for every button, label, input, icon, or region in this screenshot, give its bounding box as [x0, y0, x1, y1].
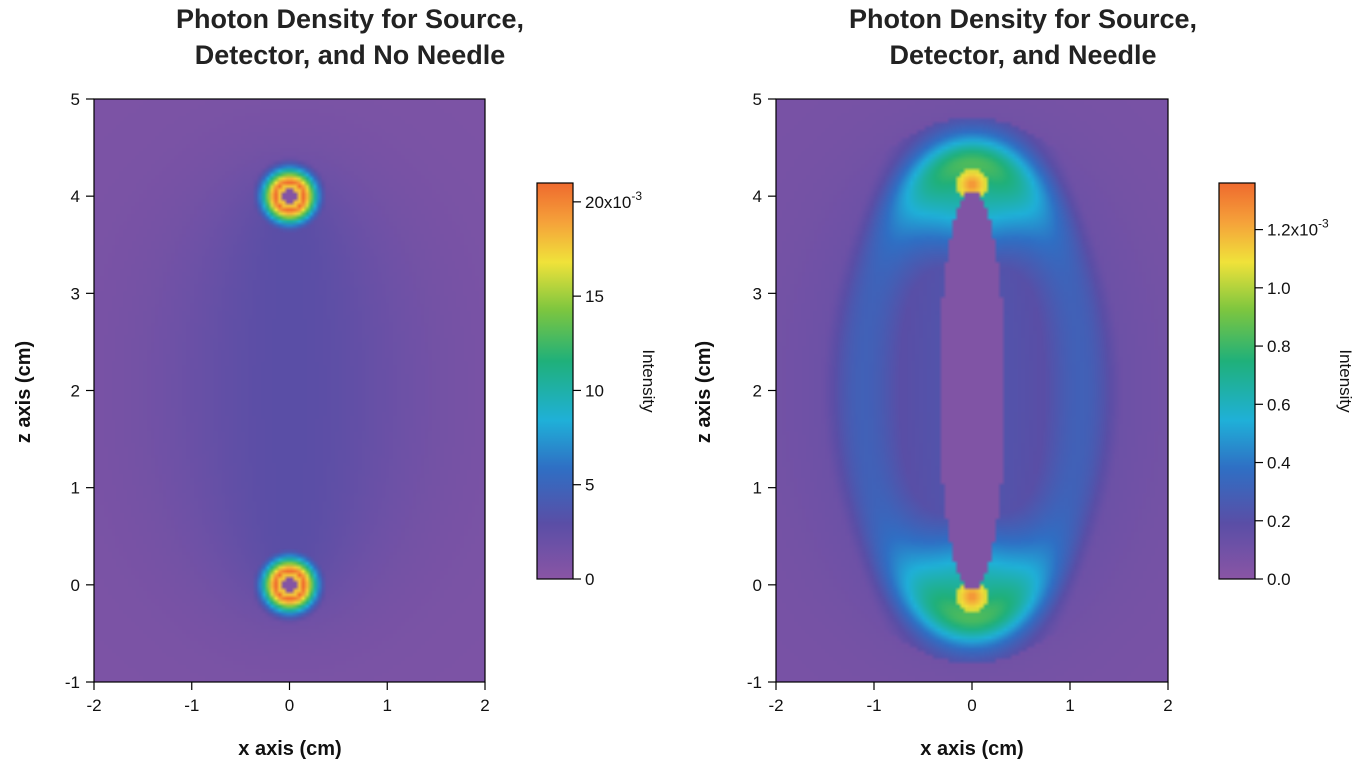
- colorbar-tick-label: 0.6: [1267, 395, 1291, 414]
- y-tick-label: 0: [71, 576, 80, 595]
- y-tick-label: 1: [753, 479, 762, 498]
- chart-title-line-1: Photon Density for Source,: [176, 4, 524, 34]
- chart-title-line-2: Detector, and No Needle: [195, 40, 506, 70]
- colorbar-label: Intensity: [1336, 349, 1355, 413]
- chart-panel-needle: Photon Density for Source, Detector, and…: [693, 4, 1355, 760]
- x-tick-label: 1: [383, 696, 392, 715]
- colorbar: 0.0 0.2 0.4 0.6 0.8 1.0 1.2x10-3: [1218, 182, 1329, 589]
- colorbar-tick-label: 0.2: [1267, 512, 1291, 531]
- y-tick-label: 1: [71, 479, 80, 498]
- chart-title-line-1: Photon Density for Source,: [849, 4, 1197, 34]
- y-tick-label: 5: [753, 90, 762, 109]
- axes: -2 -1 0 1 2 -1 0 1 2 3 4 5: [747, 90, 1173, 715]
- x-tick-label: 0: [285, 696, 294, 715]
- heatmap-image: [776, 99, 1168, 682]
- x-tick-label: -2: [768, 696, 783, 715]
- colorbar-tick-label: 0.4: [1267, 454, 1291, 473]
- y-tick-label: 0: [753, 576, 762, 595]
- x-tick-label: -1: [866, 696, 881, 715]
- y-tick-label: 2: [71, 382, 80, 401]
- colorbar-tick-label: 5: [585, 476, 594, 495]
- colorbar-tick-label: 20x10-3: [585, 189, 642, 212]
- axes: -2 -1 0 1 2 -1 0 1 2 3 4 5: [65, 90, 490, 715]
- x-tick-label: 2: [480, 696, 489, 715]
- heatmap-plot: [776, 99, 1168, 682]
- chart-title-line-2: Detector, and Needle: [889, 40, 1156, 70]
- x-tick-label: 2: [1163, 696, 1172, 715]
- x-tick-label: 1: [1065, 696, 1074, 715]
- colorbar-gradient: [536, 182, 574, 580]
- y-tick-label: 4: [71, 187, 80, 206]
- colorbar-tick-label: 1.2x10-3: [1267, 217, 1329, 240]
- colorbar-tick-label: 0: [585, 570, 594, 589]
- y-tick-label: -1: [65, 673, 80, 692]
- colorbar-tick-label: 15: [585, 287, 604, 306]
- y-tick-label: -1: [747, 673, 762, 692]
- y-tick-label: 4: [753, 187, 762, 206]
- colorbar-tick-label: 0.0: [1267, 570, 1291, 589]
- x-tick-label: -2: [86, 696, 101, 715]
- colorbar-label: Intensity: [639, 349, 658, 413]
- y-tick-label: 5: [71, 90, 80, 109]
- x-tick-label: 0: [967, 696, 976, 715]
- colorbar-gradient: [1218, 182, 1256, 580]
- y-axis-label: z axis (cm): [13, 341, 35, 443]
- y-axis-label: z axis (cm): [693, 341, 715, 443]
- heatmap-image: [94, 99, 485, 682]
- y-tick-label: 2: [753, 382, 762, 401]
- heatmap-plot: [94, 99, 485, 682]
- x-axis-label: x axis (cm): [920, 738, 1023, 760]
- x-axis-label: x axis (cm): [238, 738, 341, 760]
- colorbar-tick-label: 0.8: [1267, 337, 1291, 356]
- colorbar-tick-label: 1.0: [1267, 279, 1291, 298]
- colorbar-tick-label: 10: [585, 381, 604, 400]
- y-tick-label: 3: [71, 284, 80, 303]
- y-tick-label: 3: [753, 284, 762, 303]
- colorbar: 0 5 10 15 20x10-3: [536, 182, 642, 589]
- chart-panel-no-needle: Photon Density for Source, Detector, and…: [13, 4, 658, 760]
- x-tick-label: -1: [184, 696, 199, 715]
